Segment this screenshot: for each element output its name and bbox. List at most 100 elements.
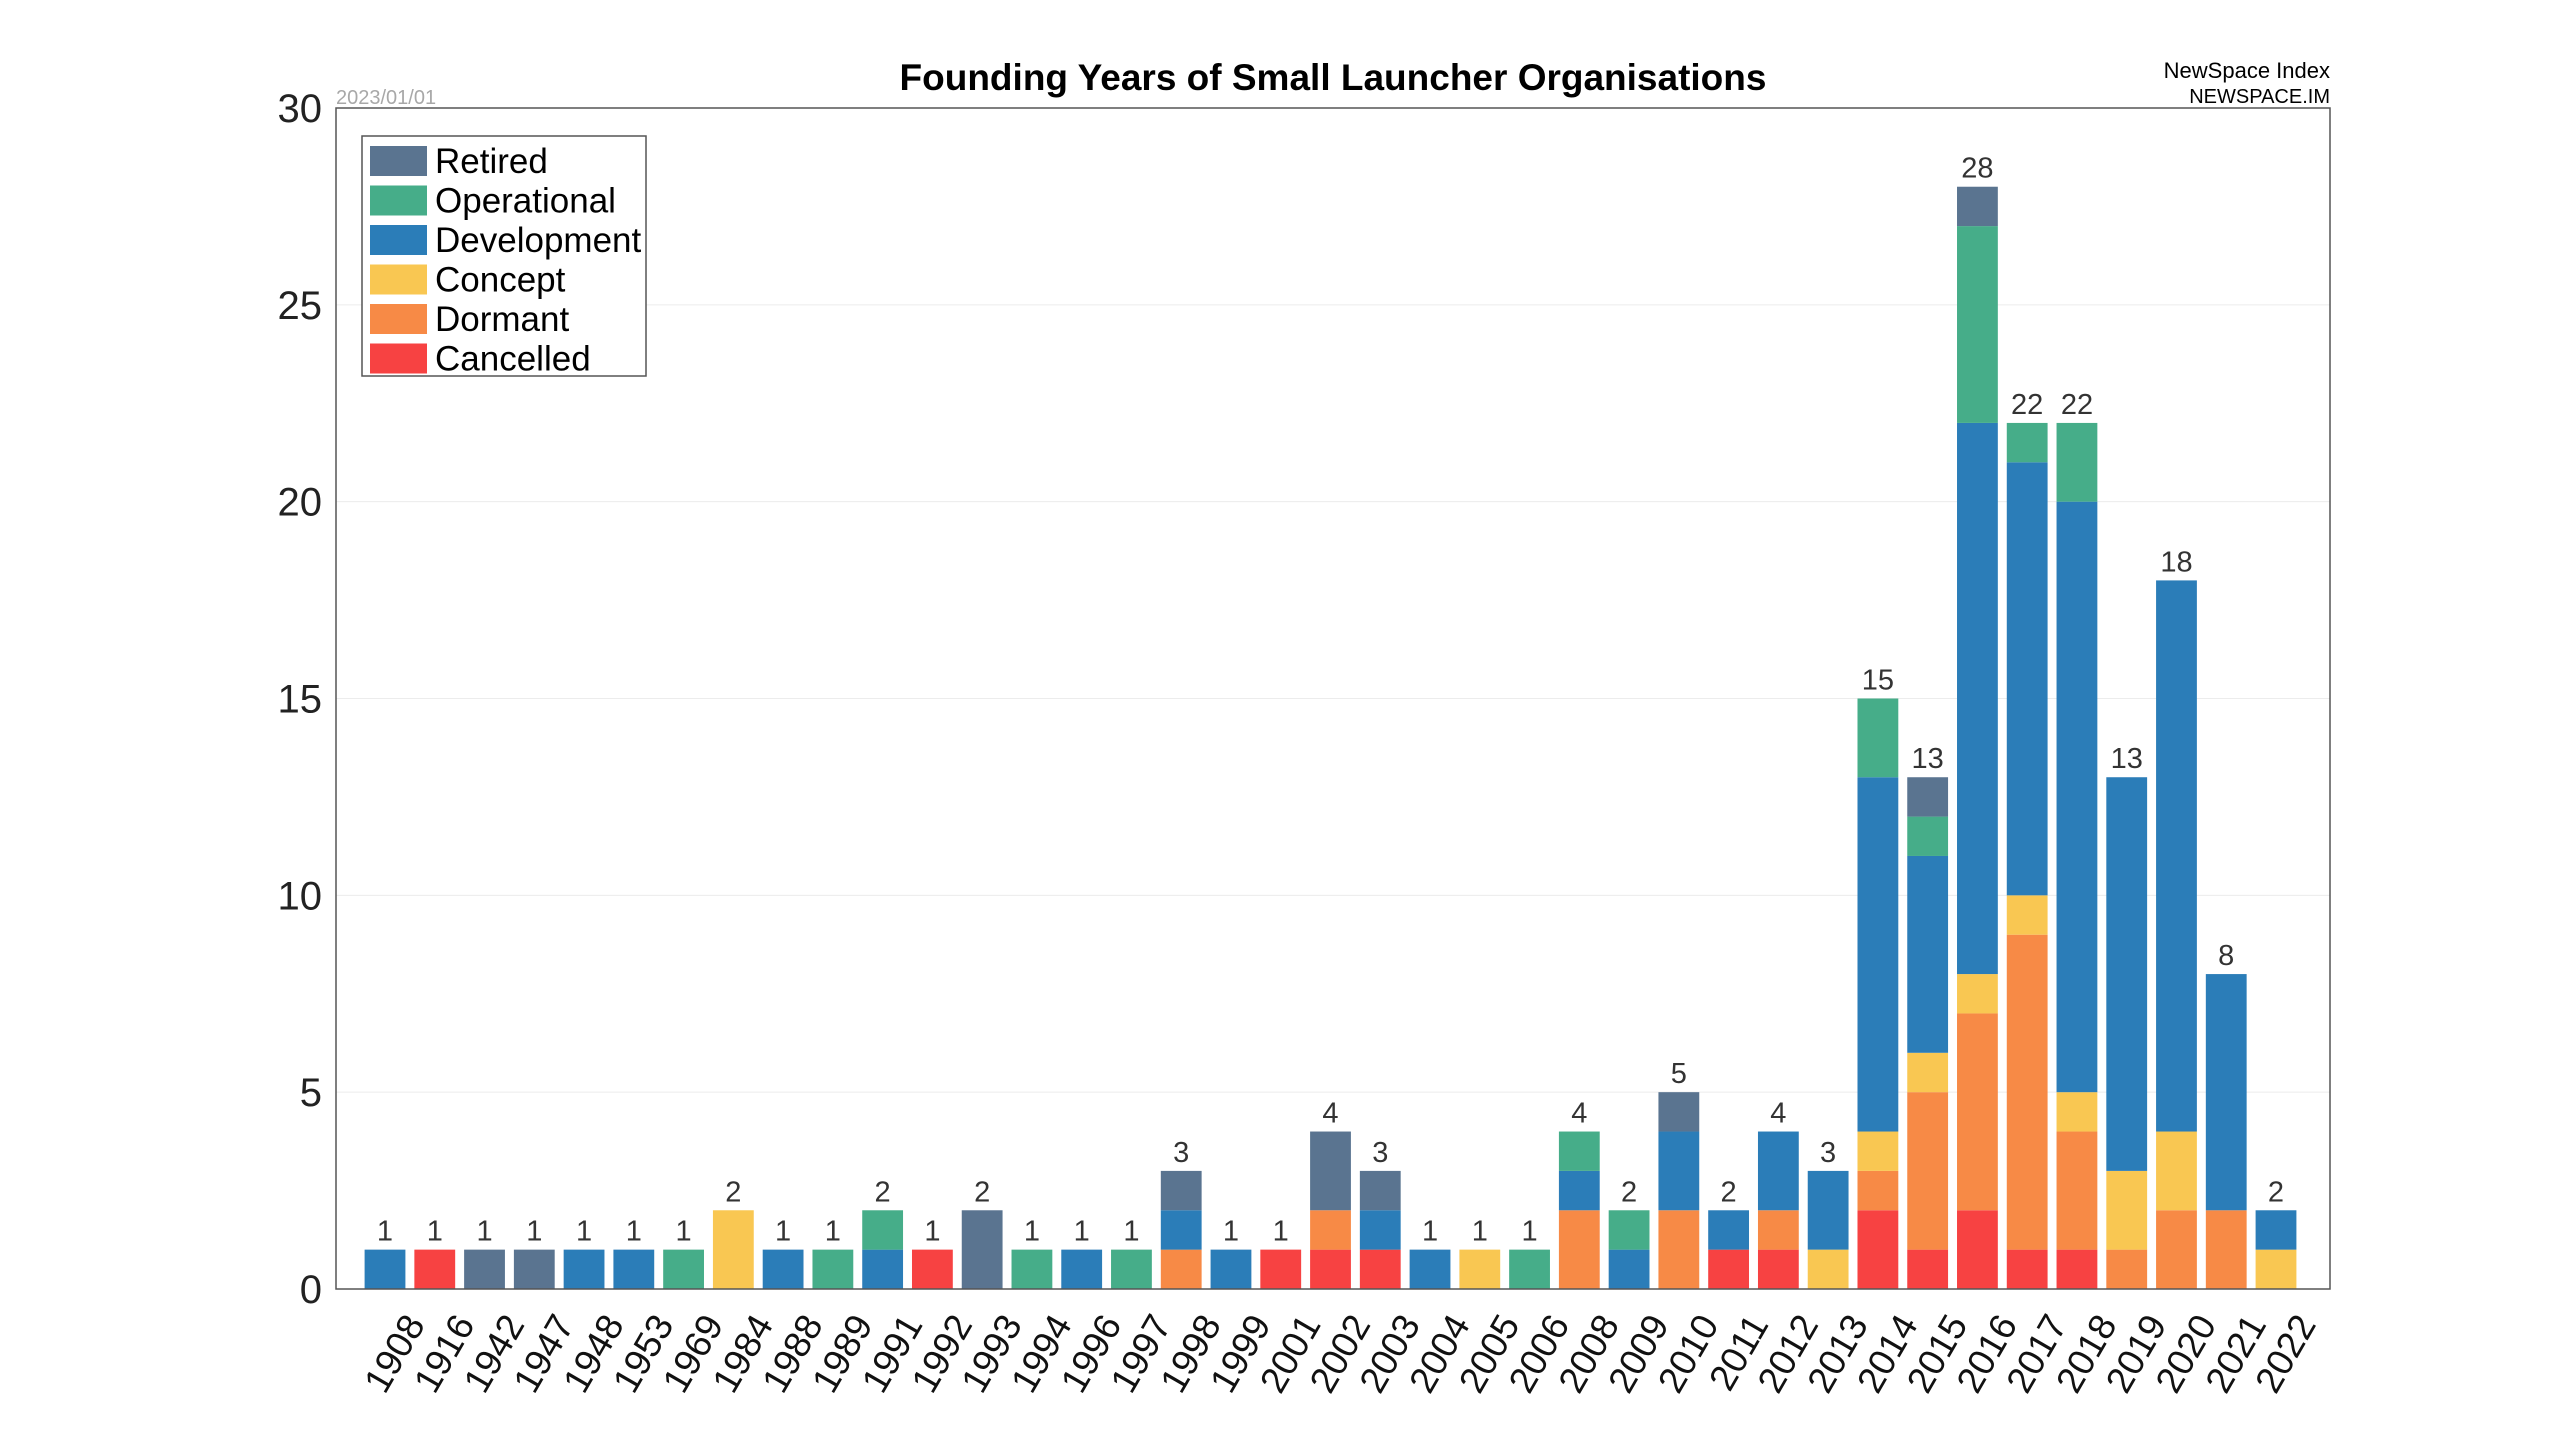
bar-segment-operational	[2006, 422, 2048, 463]
bar-segment-cancelled	[2006, 1249, 2048, 1289]
bar-segment-development	[1160, 1210, 1202, 1250]
total-label: 22	[2061, 389, 2093, 421]
legend-label: Concept	[435, 261, 566, 300]
bar-segment-dormant	[2205, 1210, 2247, 1289]
bar-segment-retired	[961, 1210, 1003, 1289]
bar-segment-dormant	[2056, 1131, 2098, 1250]
bar-segment-development	[2006, 462, 2048, 896]
y-tick-label: 30	[278, 87, 323, 131]
bar-segment-retired	[1957, 186, 1998, 227]
date-stamp: 2023/01/01	[336, 87, 436, 109]
bar-segment-dormant	[1907, 1092, 1949, 1250]
bar-segment-dormant	[1310, 1210, 1351, 1250]
x-axis-ticks: 1908191619421947194819531969198419881989…	[356, 1308, 2324, 1400]
legend: RetiredOperationalDevelopmentConceptDorm…	[361, 135, 647, 379]
total-label: 1	[1074, 1216, 1090, 1248]
total-label: 1	[476, 1216, 492, 1248]
legend-swatch	[370, 264, 427, 295]
total-label: 3	[1372, 1137, 1388, 1169]
legend-swatch	[370, 225, 427, 255]
bar-segment-operational	[1111, 1249, 1152, 1289]
bar-segment-development	[2205, 974, 2247, 1211]
y-tick-label: 5	[300, 1071, 322, 1115]
bar-segment-cancelled	[1708, 1249, 1750, 1289]
bar-segment-cancelled	[1359, 1249, 1401, 1289]
total-label: 3	[1820, 1137, 1836, 1169]
bar-segment-dormant	[1757, 1210, 1799, 1250]
source-name: NewSpace Index	[2164, 58, 2330, 83]
total-label: 18	[2160, 546, 2192, 578]
bar-segment-development	[1061, 1249, 1103, 1289]
total-label: 5	[1671, 1058, 1687, 1090]
bar-segment-cancelled	[1857, 1210, 1899, 1289]
total-label: 1	[1472, 1216, 1488, 1248]
bar-segment-development	[563, 1249, 605, 1289]
total-label: 2	[725, 1176, 741, 1208]
bar-segment-cancelled	[2056, 1249, 2098, 1289]
legend-label: Cancelled	[435, 340, 591, 379]
bar-segment-retired	[464, 1249, 505, 1289]
bar-segment-retired	[1359, 1170, 1401, 1211]
bar-segment-development	[1957, 422, 1998, 975]
bar-segment-concept	[1807, 1249, 1849, 1289]
bar-segment-concept	[2056, 1092, 2098, 1132]
bar-segment-concept	[2255, 1249, 2297, 1289]
bar-segment-development	[1807, 1170, 1849, 1250]
bar-segment-development	[1608, 1249, 1650, 1289]
total-label: 28	[1961, 153, 1993, 185]
bar-segment-development	[1757, 1131, 1799, 1211]
bar-segment-cancelled	[1260, 1249, 1302, 1289]
bar-segment-retired	[513, 1249, 555, 1289]
y-tick-label: 25	[278, 284, 323, 328]
bar-segment-operational	[1957, 226, 1998, 423]
legend-label: Operational	[435, 182, 616, 221]
bar-segment-operational	[1509, 1249, 1550, 1289]
total-label: 1	[1123, 1216, 1139, 1248]
bar-segment-cancelled	[1907, 1249, 1949, 1289]
total-label: 1	[825, 1216, 841, 1248]
total-label: 2	[1621, 1176, 1637, 1208]
bar-segment-concept	[2156, 1131, 2197, 1211]
bar-segment-dormant	[1957, 1013, 1998, 1211]
bar-segment-operational	[862, 1210, 904, 1250]
bar-segment-dormant	[1558, 1210, 1600, 1289]
total-label: 1	[1273, 1216, 1289, 1248]
y-tick-label: 10	[278, 874, 323, 918]
bar-segment-development	[1658, 1131, 1700, 1211]
bar-segment-dormant	[1160, 1249, 1202, 1289]
plot-frame	[335, 107, 2331, 1290]
bar-segment-development	[762, 1249, 804, 1289]
bar-segment-dormant	[1658, 1210, 1700, 1289]
total-label: 1	[427, 1216, 443, 1248]
total-label: 1	[775, 1216, 791, 1248]
bar-segment-operational	[1558, 1131, 1600, 1171]
bar-segment-operational	[1907, 816, 1949, 856]
bar-segment-concept	[712, 1210, 754, 1289]
bar-segment-development	[2255, 1210, 2297, 1250]
bar-segment-operational	[1608, 1210, 1650, 1250]
legend-swatch	[370, 185, 427, 216]
bars	[364, 186, 2297, 1289]
bar-segment-retired	[1310, 1131, 1351, 1211]
total-label: 2	[1721, 1176, 1737, 1208]
total-label: 1	[626, 1216, 642, 1248]
bar-segment-operational	[2056, 422, 2098, 502]
bar-segment-operational	[663, 1249, 704, 1289]
total-label: 1	[1521, 1216, 1537, 1248]
total-label: 13	[1912, 743, 1944, 775]
total-label: 2	[2268, 1176, 2284, 1208]
bar-segment-development	[2106, 777, 2148, 1171]
total-label: 13	[2111, 743, 2143, 775]
bar-segment-concept	[1857, 1131, 1899, 1171]
legend-swatch	[370, 146, 427, 176]
bar-segment-concept	[2006, 895, 2048, 935]
chart-title: Founding Years of Small Launcher Organis…	[900, 57, 1767, 98]
total-label: 1	[1223, 1216, 1239, 1248]
legend-label: Development	[435, 221, 641, 260]
bar-segment-development	[1409, 1249, 1451, 1289]
bar-segment-development	[1210, 1249, 1252, 1289]
bar-segment-development	[1708, 1210, 1750, 1250]
bar-segment-retired	[1907, 777, 1949, 817]
bar-segment-operational	[1857, 698, 1899, 778]
bar-segment-development	[2156, 580, 2197, 1132]
